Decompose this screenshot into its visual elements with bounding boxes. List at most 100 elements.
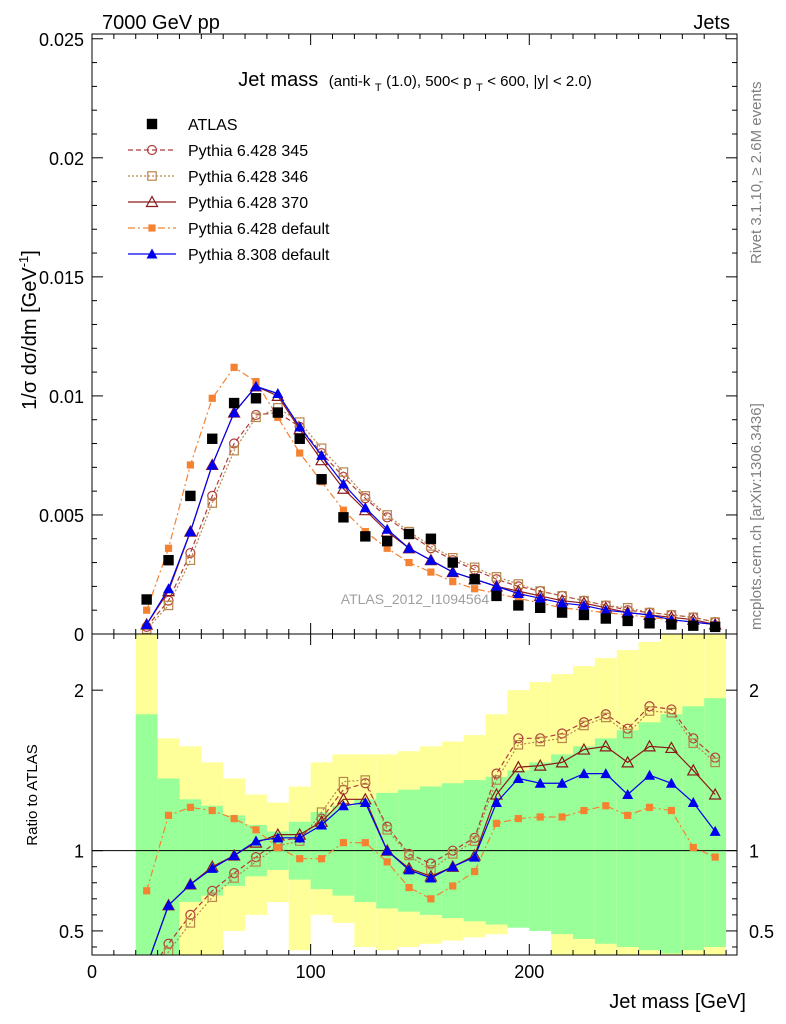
legend: ATLAS Pythia 6.428 345 Pythia 6.428 346 Pyt… <box>128 117 330 264</box>
band-green-bin <box>682 706 705 951</box>
series-pythia-6-428-default-ratio <box>143 802 719 903</box>
band-green-bin <box>573 746 595 939</box>
series-pythia-6-428-default-ratio-point <box>471 867 479 876</box>
series-pythia-6-428-default-ratio-point <box>711 853 719 861</box>
series-pythia-8-308-default-ratio-point <box>622 789 634 799</box>
band-green-bin <box>594 738 617 944</box>
band-green-bin <box>507 770 530 928</box>
series-pythia-8-308-default-ratio-point <box>184 878 196 889</box>
band-green-bin <box>638 722 661 951</box>
series-pythia-6-428-345-ratio-point <box>250 851 262 863</box>
series-pythia-6-428-370-ratio-point <box>708 787 722 800</box>
series-atlas-point <box>294 433 305 444</box>
series-pythia-8-308-default-ratio-point <box>206 862 218 873</box>
series-pythia-8-308-default-ratio-point <box>512 772 524 783</box>
series-pythia-8-308-default-ratio-point <box>469 851 481 862</box>
legend-pythia-6-428-default-label: Pythia 6.428 default <box>188 221 330 238</box>
legend-atlas-marker <box>146 118 158 130</box>
main-y-axis-label-sup: -1 <box>16 256 31 268</box>
series-atlas-point <box>250 393 262 404</box>
series-atlas-point <box>535 602 546 614</box>
series-atlas-point <box>381 535 393 547</box>
band-green-bin <box>157 778 180 955</box>
ratio-y-tick-label-right: 1 <box>749 842 759 862</box>
series-atlas-point <box>163 554 174 566</box>
series-pythia-6-428-default-ratio-point <box>514 814 522 823</box>
series-pythia-8-308-default-ratio-point <box>228 849 240 860</box>
series-pythia-6-428-370-ratio-point <box>664 741 678 754</box>
series-pythia-8-308-default-point <box>600 604 612 615</box>
series-pythia-8-308-default-ratio-point <box>665 777 677 788</box>
series-pythia-6-428-default-ratio-point <box>624 811 632 819</box>
series-atlas-point <box>666 619 677 630</box>
series-pythia-8-308-default-point <box>316 449 328 460</box>
series-pythia-6-428-default-point <box>427 568 435 576</box>
series-pythia-8-308-default-ratio-point <box>359 797 371 808</box>
legend-pythia-6-428-345: Pythia 6.428 345 <box>128 143 308 160</box>
series-atlas-point <box>644 618 655 629</box>
series-pythia-6-428-default-ratio-point <box>427 895 435 903</box>
series-atlas-point <box>447 557 458 568</box>
band-green-bin <box>616 730 639 947</box>
series-pythia-6-428-345-ratio-line <box>160 705 716 955</box>
series-pythia-8-308-default-ratio-point <box>687 797 699 808</box>
band-green-bin <box>529 762 552 931</box>
series-pythia-8-308-default-ratio-point <box>294 832 306 843</box>
series-pythia-6-428-346-ratio-point <box>666 707 677 718</box>
series-pythia-6-428-345-ratio-point <box>207 885 218 896</box>
series-pythia-8-308-default-ratio-point <box>250 835 262 846</box>
series-pythia-6-428-346-ratio-point <box>404 850 414 861</box>
series-pythia-6-428-346-point <box>229 445 239 456</box>
ratio-y-tick-label: 1 <box>74 842 84 862</box>
series-pythia-6-428-346-ratio-point <box>491 775 502 785</box>
series-pythia-6-428-default-point <box>514 594 522 602</box>
ratio-y-tick-label: 2 <box>74 681 84 701</box>
series-pythia-8-308-default-ratio-point <box>163 899 175 910</box>
series-pythia-8-308-default-point <box>250 380 262 391</box>
series-pythia-6-428-346-point <box>360 491 371 501</box>
series-pythia-8-308-default-point <box>490 580 502 591</box>
series-pythia-6-428-346-point <box>207 498 218 508</box>
ratio-frame <box>91 633 738 956</box>
title-cut-c: < 600, |y| < 2.0) <box>487 73 592 90</box>
main-data-layer <box>140 363 722 635</box>
series-pythia-6-428-default-ratio-point <box>296 855 304 863</box>
series-pythia-6-428-346-ratio-line <box>165 710 716 955</box>
series-pythia-6-428-default-ratio-point <box>274 843 282 852</box>
series-pythia-8-308-default-point <box>272 388 284 399</box>
main-y-axis-label-text: 1/σ dσ/dm [GeV <box>19 267 41 410</box>
legend-pythia-6-428-346-marker <box>147 171 157 181</box>
series-pythia-6-428-default-ratio-point <box>186 803 194 811</box>
series-pythia-6-428-default-point <box>143 606 151 614</box>
series-pythia-6-428-346-point <box>251 412 261 423</box>
series-pythia-6-428-370-ratio-point <box>643 739 657 752</box>
ratio-y-tick-label-right: 0.5 <box>749 922 774 942</box>
series-pythia-6-428-default-ratio-point <box>405 883 413 892</box>
series-pythia-6-428-default-point <box>230 363 238 371</box>
series-pythia-8-308-default-point <box>512 588 524 599</box>
legend-pythia-6-428-346: Pythia 6.428 346 <box>128 169 308 186</box>
series-pythia-8-308-default-ratio-point <box>534 777 546 788</box>
series-pythia-6-428-370-line <box>146 385 716 626</box>
series-pythia-8-308-default-point <box>622 607 634 618</box>
ratio-panel: 0 100 200 0.5 0.5 1 1 2 2 <box>59 633 774 982</box>
series-atlas-point <box>403 528 415 540</box>
series-atlas-point <box>491 590 502 602</box>
series-pythia-8-308-default-ratio-point <box>337 800 349 811</box>
series-atlas-point <box>360 531 371 542</box>
series-pythia-8-308-default-ratio-point <box>490 797 502 808</box>
series-atlas-point <box>688 620 699 631</box>
header-energy-label: 7000 GeV pp <box>102 12 220 34</box>
series-pythia-6-428-default-ratio-point <box>667 806 676 815</box>
series-pythia-8-308-default-ratio-point <box>600 768 612 779</box>
main-panel: 0 0.005 0.01 0.015 0.02 0.025 <box>39 30 738 645</box>
series-pythia-8-308-default-ratio-point <box>578 768 590 779</box>
series-pythia-6-428-346-line <box>146 407 716 630</box>
series-atlas-point <box>556 607 568 618</box>
series-pythia-6-428-370-ratio-point <box>555 755 569 768</box>
series-pythia-6-428-default-point <box>471 585 479 593</box>
analysis-id-label: ATLAS_2012_I1094564 <box>341 591 490 607</box>
series-pythia-6-428-346-ratio-point <box>185 918 196 928</box>
x-tick-label: 200 <box>514 962 544 982</box>
